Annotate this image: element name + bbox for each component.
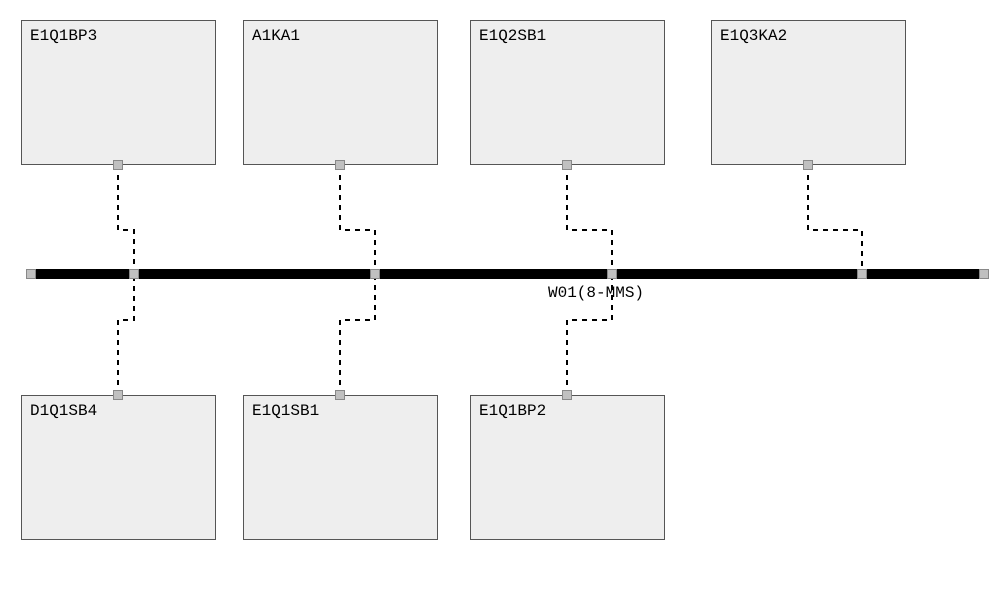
bus-label: W01(8-MMS) [548, 284, 644, 302]
node-label: E1Q1SB1 [252, 402, 319, 420]
connection-port [562, 160, 572, 170]
node-label: E1Q3KA2 [720, 27, 787, 45]
connection-port [607, 269, 617, 279]
connection-port [129, 269, 139, 279]
edge [118, 165, 134, 274]
connection-port [803, 160, 813, 170]
node-label: E1Q1BP3 [30, 27, 97, 45]
edge [118, 274, 134, 395]
connection-port [335, 160, 345, 170]
node-label: D1Q1SB4 [30, 402, 97, 420]
edge [340, 165, 375, 274]
node-box: A1KA1 [243, 20, 438, 165]
node-label: A1KA1 [252, 27, 300, 45]
node-box: D1Q1SB4 [21, 395, 216, 540]
node-label: E1Q1BP2 [479, 402, 546, 420]
connection-port [370, 269, 380, 279]
edge [567, 165, 612, 274]
node-box: E1Q2SB1 [470, 20, 665, 165]
connection-port [26, 269, 36, 279]
node-box: E1Q1BP2 [470, 395, 665, 540]
edge [808, 165, 862, 274]
connection-port [113, 160, 123, 170]
node-box: E1Q1BP3 [21, 20, 216, 165]
edge [340, 274, 375, 395]
bus-line [36, 269, 979, 279]
node-box: E1Q3KA2 [711, 20, 906, 165]
connection-port [857, 269, 867, 279]
connection-port [979, 269, 989, 279]
node-box: E1Q1SB1 [243, 395, 438, 540]
connection-port [113, 390, 123, 400]
node-label: E1Q2SB1 [479, 27, 546, 45]
connection-port [562, 390, 572, 400]
connection-port [335, 390, 345, 400]
